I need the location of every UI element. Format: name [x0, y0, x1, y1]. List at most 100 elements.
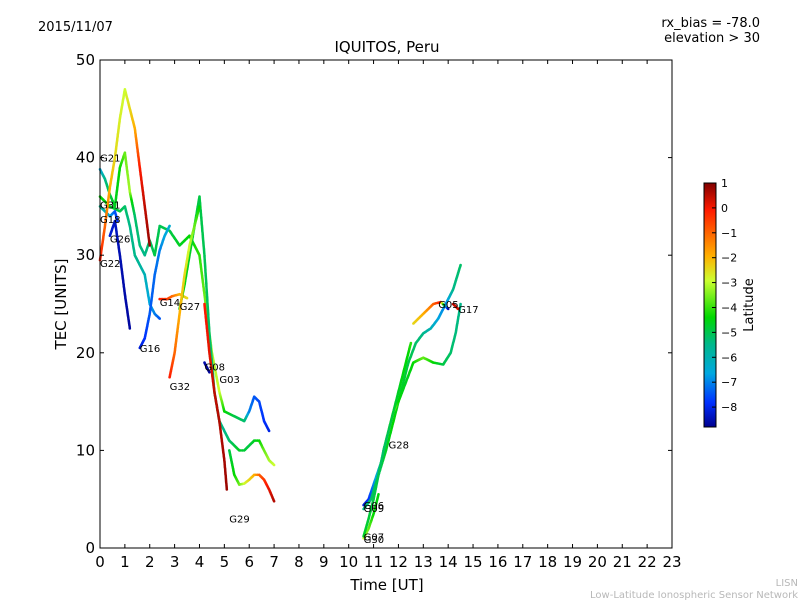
x-tick-label: 9 — [319, 553, 329, 571]
series-G26 — [108, 219, 132, 330]
elevation-info: elevation > 30 — [664, 31, 760, 46]
colorbar-tick-label: 1 — [721, 177, 728, 190]
point-G03 — [225, 488, 229, 491]
series-G22 — [98, 88, 151, 262]
point-G31 — [158, 317, 161, 320]
x-tick-label: 20 — [588, 553, 607, 571]
point-G16 — [168, 224, 171, 228]
series-G03 — [203, 302, 229, 491]
footer-network: Low-Latitude Ionospheric Sensor Network — [590, 590, 798, 600]
x-tick-label: 10 — [339, 553, 358, 571]
series-G32 — [168, 205, 201, 379]
satellite-label-G08: G08 — [205, 363, 225, 374]
point-G14 — [185, 296, 189, 300]
colorbar-tick-label: −8 — [721, 401, 737, 414]
satellite-label-G21: G21 — [100, 154, 120, 165]
x-tick-label: 13 — [414, 553, 433, 571]
point-G09 — [459, 263, 462, 267]
x-tick-label: 16 — [488, 553, 507, 571]
series-G14 — [158, 292, 189, 301]
x-axis: 0 1 2 3 4 5 6 7 8 9 10 11 12 13 14 15 16 17 18 19 20 21 22 23 — [95, 60, 682, 571]
point-G28 — [459, 302, 462, 306]
point-G22 — [148, 244, 151, 247]
colorbar-tick-label: −7 — [721, 376, 737, 389]
colorbar-tick-label: −4 — [721, 301, 737, 314]
colorbar-tick-label: 0 — [721, 202, 728, 215]
satellite-label-G05: G05 — [438, 300, 458, 311]
colorbar-label: Latitude — [742, 278, 757, 332]
series-G08 — [203, 361, 211, 374]
x-tick-label: 11 — [364, 553, 383, 571]
x-tick-label: 15 — [463, 553, 482, 571]
rx-bias-info: rx_bias = -78.0 — [661, 16, 760, 31]
y-tick-label: 50 — [76, 51, 95, 69]
series-G29 — [228, 449, 276, 503]
y-axis-label: TEC [UNITS] — [52, 259, 70, 351]
plot-frame — [99, 59, 673, 549]
x-axis-label: Time [UT] — [349, 576, 423, 594]
chart-title: IQUITOS, Peru — [334, 38, 439, 56]
series-G05 — [412, 300, 450, 325]
x-tick-label: 0 — [95, 553, 105, 571]
point-G08 — [208, 371, 211, 374]
x-tick-label: 8 — [294, 553, 304, 571]
point-G18 — [116, 219, 119, 223]
x-tick-label: 22 — [638, 553, 657, 571]
series-G09 — [362, 263, 462, 511]
satellite-label-G09: G09 — [364, 504, 384, 515]
point-G07 — [409, 341, 413, 345]
satellite-label-G31: G31 — [100, 200, 120, 211]
x-tick-label: 7 — [269, 553, 279, 571]
x-tick-label: 14 — [439, 553, 458, 571]
satellite-label-G03: G03 — [219, 375, 239, 386]
point-G30 — [377, 493, 380, 496]
x-tick-label: 5 — [220, 553, 230, 571]
satellite-label-G22: G22 — [100, 259, 120, 270]
data-points — [98, 88, 462, 540]
satellite-label-G18: G18 — [100, 215, 120, 226]
footer-lisn: LISN — [776, 578, 798, 589]
x-tick-label: 21 — [613, 553, 632, 571]
satellite-label-G14: G14 — [160, 298, 180, 309]
y-tick-label: 30 — [76, 246, 95, 264]
series-G17 — [451, 302, 460, 311]
satellite-label-G29: G29 — [229, 515, 249, 526]
satellite-label-G07: G07 — [364, 532, 384, 543]
x-tick-label: 23 — [662, 553, 681, 571]
satellite-label-G17: G17 — [458, 305, 478, 316]
point-G26 — [128, 327, 132, 330]
colorbar-tick-label: −5 — [721, 326, 737, 339]
satellite-label-G30: G30 — [364, 535, 384, 546]
point-G32 — [198, 205, 201, 208]
x-tick-label: 12 — [389, 553, 408, 571]
point-G17 — [456, 307, 460, 311]
x-tick-label: 2 — [145, 553, 155, 571]
y-axis: 0 10 20 30 40 50 — [76, 51, 672, 557]
colorbar-tick-label: −2 — [721, 252, 737, 265]
series-G07 — [362, 341, 413, 538]
y-tick-label: 0 — [85, 539, 95, 557]
satellite-label-G32: G32 — [170, 382, 190, 393]
point-G05 — [446, 307, 450, 311]
y-tick-label: 40 — [76, 149, 95, 167]
satellite-label-G16: G16 — [140, 344, 160, 355]
x-tick-label: 6 — [244, 553, 254, 571]
colorbar-tick-label: −3 — [721, 277, 737, 290]
x-tick-label: 3 — [170, 553, 180, 571]
satellite-label-G27: G27 — [180, 302, 200, 313]
satellite-label-G28: G28 — [389, 441, 409, 452]
colorbar — [703, 182, 717, 428]
colorbar-tick-label: −6 — [721, 351, 737, 364]
x-tick-label: 17 — [513, 553, 532, 571]
x-tick-label: 1 — [120, 553, 130, 571]
x-tick-label: 19 — [563, 553, 582, 571]
y-tick-label: 20 — [76, 344, 95, 362]
series-G16 — [138, 224, 171, 350]
chart-date: 2015/11/07 — [38, 20, 113, 35]
point-G29 — [272, 499, 276, 503]
x-tick-label: 18 — [538, 553, 557, 571]
y-tick-label: 10 — [76, 441, 95, 459]
x-tick-label: 4 — [195, 553, 205, 571]
